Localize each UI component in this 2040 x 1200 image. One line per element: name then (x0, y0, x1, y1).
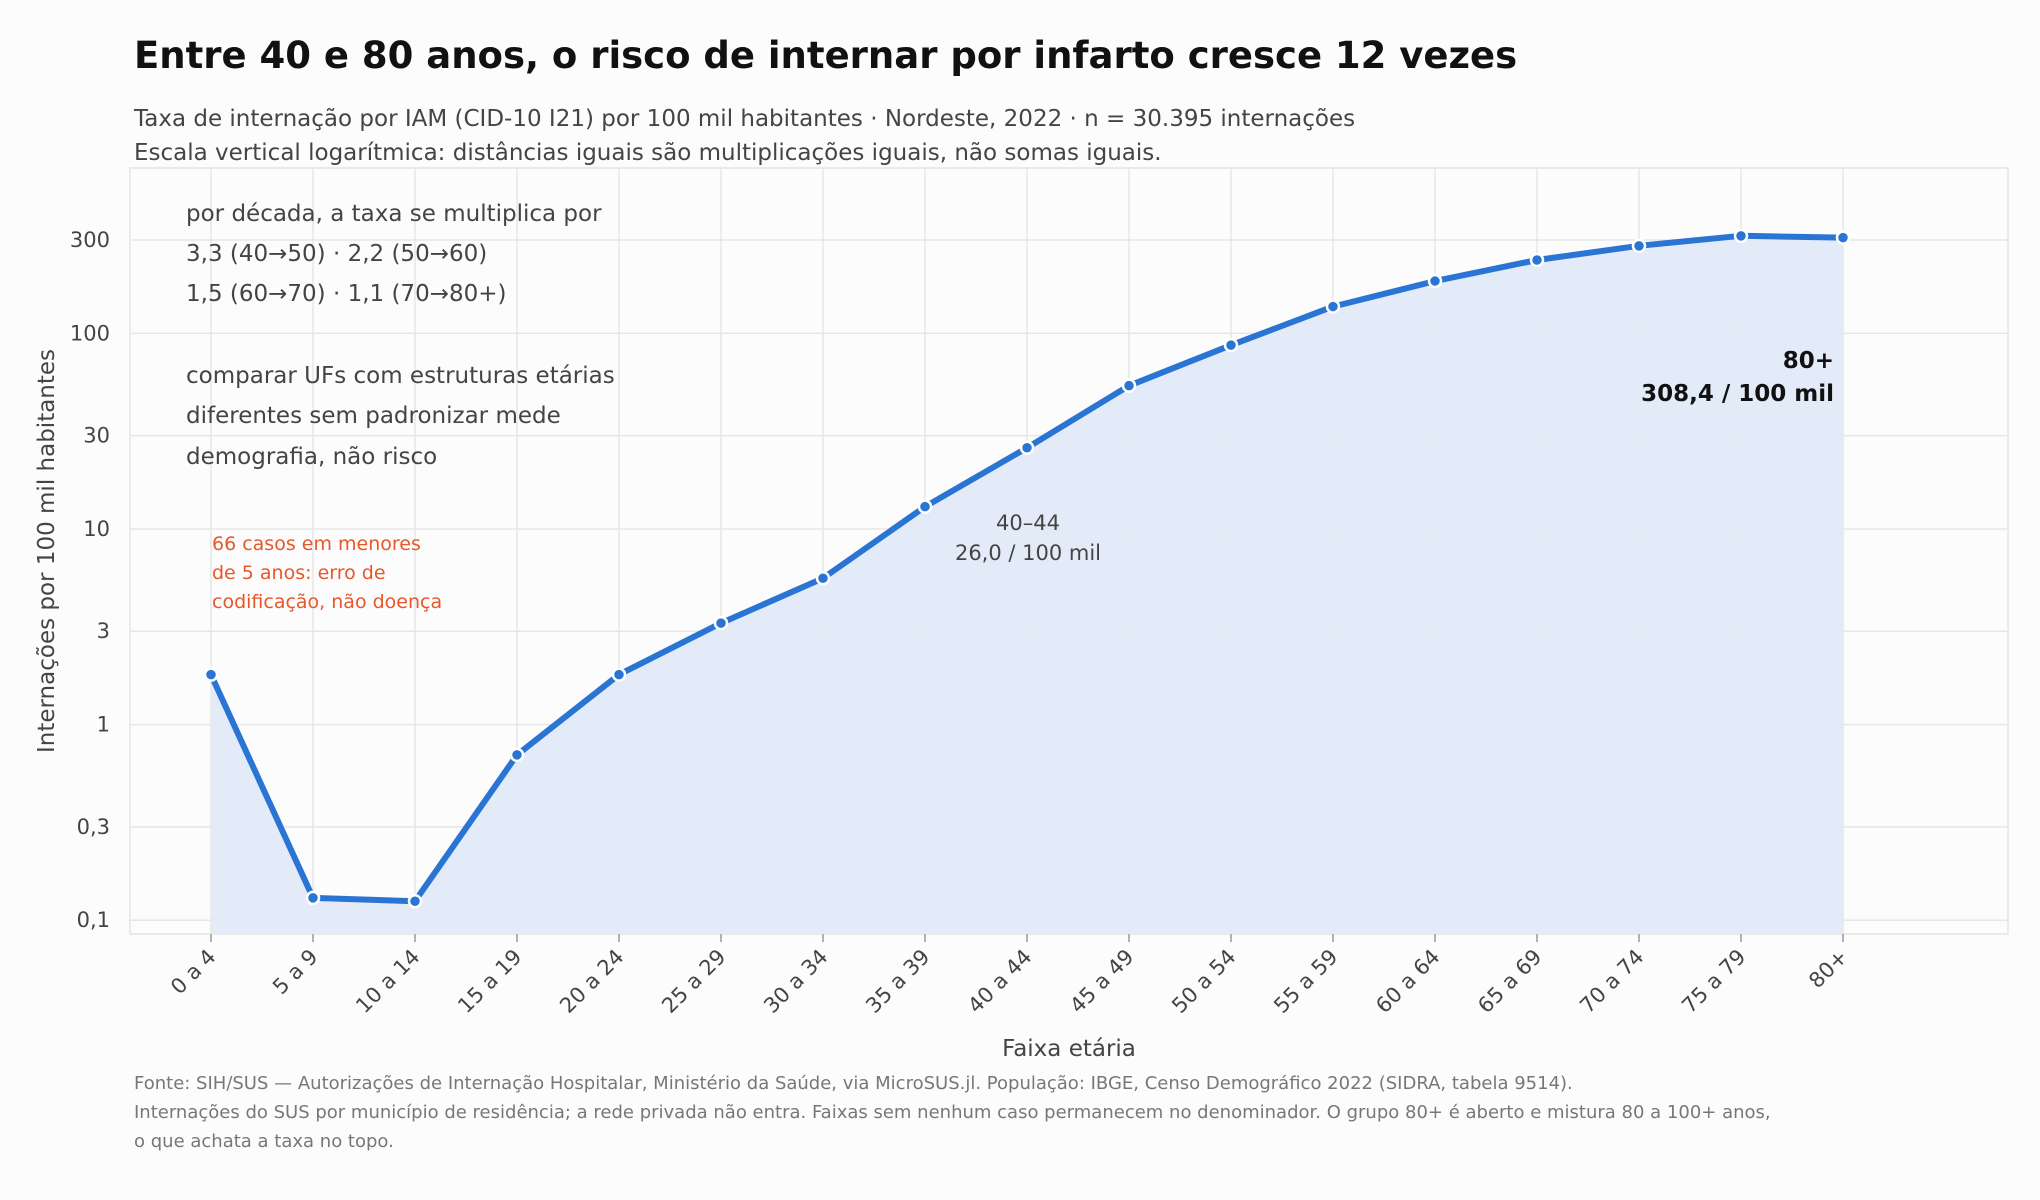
warning-note-line: codificação, não doença (212, 591, 442, 613)
x-tick-label: 80+ (1804, 945, 1852, 993)
x-tick-label: 5 a 9 (268, 945, 322, 999)
data-point (917, 499, 933, 514)
x-tick-label: 60 a 64 (1371, 945, 1444, 1018)
compare-note-line: demografia, não risco (186, 444, 437, 470)
annotation-80-value: 308,4 / 100 mil (1641, 381, 1834, 407)
data-point (1733, 228, 1749, 244)
data-point (509, 747, 525, 763)
decade-note: por década, a taxa se multiplica por 3,3… (186, 201, 602, 307)
y-tick-label: 3 (97, 619, 110, 643)
x-tick-label: 10 a 14 (351, 945, 424, 1018)
data-point (1427, 273, 1443, 289)
chart-subtitle: Taxa de internação por IAM (CID-10 I21) … (134, 106, 1356, 132)
data-point (611, 667, 627, 682)
annotation-80-plus: 80+ 308,4 / 100 mil (1641, 348, 1834, 407)
x-axis-label: Faixa etária (1002, 1036, 1136, 1062)
data-point (1325, 299, 1341, 314)
x-tick-label: 75 a 79 (1677, 945, 1750, 1018)
y-tick-label: 10 (83, 517, 110, 541)
chart-scale-note: Escala vertical logarítmica: distâncias … (134, 140, 1162, 166)
data-point (1121, 378, 1137, 393)
x-tick-label: 25 a 29 (657, 945, 730, 1018)
data-point (1529, 252, 1545, 268)
data-point (1835, 230, 1851, 245)
y-tick-label: 0,1 (77, 908, 110, 932)
area-fill (211, 235, 1843, 935)
annotation-80-label: 80+ (1783, 348, 1834, 374)
data-point (1019, 440, 1035, 456)
data-point (203, 667, 219, 682)
x-tick-label: 45 a 49 (1065, 945, 1138, 1018)
x-tick-label: 40 a 44 (963, 945, 1036, 1018)
footer-source: Fonte: SIH/SUS — Autorizações de Interna… (134, 1073, 1573, 1094)
x-tick-label: 35 a 39 (861, 945, 934, 1018)
warning-note: 66 casos em menores de 5 anos: erro de c… (212, 533, 442, 613)
annotation-40-44: 40–44 26,0 / 100 mil (955, 511, 1101, 565)
data-point (1223, 337, 1239, 353)
y-tick-label: 100 (70, 321, 110, 345)
compare-note-line: comparar UFs com estruturas etárias (186, 363, 615, 389)
y-tick-label: 300 (70, 228, 110, 252)
y-tick-label: 30 (83, 424, 110, 448)
chart-title: Entre 40 e 80 anos, o risco de internar … (134, 34, 1518, 77)
warning-note-line: 66 casos em menores (212, 533, 421, 555)
y-tick-label: 1 (97, 713, 110, 737)
decade-note-line: por década, a taxa se multiplica por (186, 201, 602, 227)
compare-note-line: diferentes sem padronizar mede (186, 403, 561, 429)
footer-note-cont: o que achata a taxa no topo. (134, 1131, 394, 1152)
x-tick-label: 20 a 24 (555, 945, 628, 1018)
x-tick-label: 30 a 34 (759, 945, 832, 1018)
compare-note: comparar UFs com estruturas etárias dife… (186, 363, 615, 470)
x-tick-label: 70 a 74 (1575, 945, 1648, 1018)
decade-note-line: 3,3 (40→50) · 2,2 (50→60) (186, 241, 487, 267)
x-tick-label: 50 a 54 (1167, 945, 1240, 1018)
annotation-40-44-value: 26,0 / 100 mil (955, 541, 1101, 565)
warning-note-line: de 5 anos: erro de (212, 562, 386, 584)
x-tick-label: 65 a 69 (1473, 945, 1546, 1018)
data-point (407, 893, 423, 909)
annotation-40-44-label: 40–44 (996, 511, 1060, 535)
data-point (305, 890, 321, 906)
data-points (203, 228, 1851, 909)
x-tick-label: 0 a 4 (166, 945, 220, 999)
footer-note: Internações do SUS por município de resi… (134, 1102, 1771, 1123)
x-tick-label: 15 a 19 (453, 945, 526, 1018)
x-tick-label: 55 a 59 (1269, 945, 1342, 1018)
y-tick-label: 0,3 (77, 815, 110, 839)
x-axis-ticks: 0 a 4 5 a 9 10 a 14 15 a 19 20 a 24 25 a 29 30… (166, 934, 1853, 1018)
y-axis-label: Internações por 100 mil habitantes (34, 349, 60, 753)
data-point (1631, 238, 1647, 254)
data-point (815, 570, 831, 586)
decade-note-line: 1,5 (60→70) · 1,1 (70→80+) (186, 281, 506, 307)
y-axis-ticks: 0,1 0,3 1 3 10 30 100 300 (70, 228, 110, 932)
data-point (713, 615, 729, 631)
